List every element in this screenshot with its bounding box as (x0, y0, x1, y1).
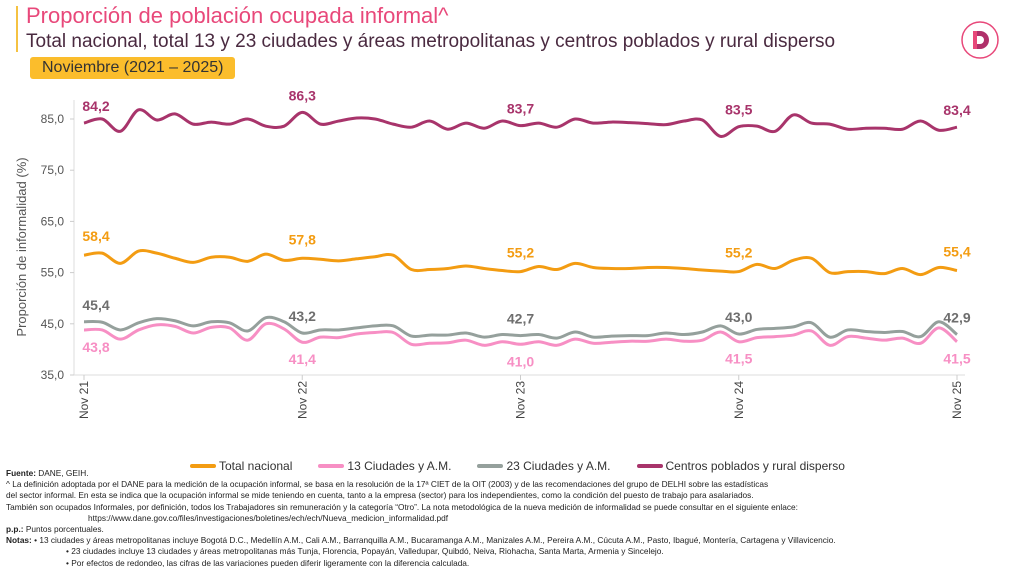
data-label: 43,8 (82, 339, 109, 355)
data-label: 55,4 (943, 244, 970, 260)
note-1: • 13 ciudades y áreas metropolitanas inc… (31, 535, 836, 546)
data-label: 84,2 (82, 98, 109, 114)
data-label: 55,2 (725, 245, 752, 261)
y-tick-label: 65,0 (41, 214, 65, 228)
title-accent-bar (16, 6, 18, 52)
legend-label: Centros poblados y rural disperso (665, 459, 845, 473)
legend-label: 13 Ciudades y A.M. (347, 459, 452, 473)
x-tick-label: Nov 22 (295, 381, 309, 419)
x-tick-label: Nov 21 (77, 381, 91, 419)
series-line-3 (83, 108, 958, 138)
source-label: Fuente: (6, 468, 36, 478)
definition-line-3: También son ocupados Informales, por def… (6, 501, 798, 512)
y-tick-label: 35,0 (41, 368, 65, 382)
note-3: • Por efectos de redondeo, las cifras de… (66, 557, 470, 568)
dane-logo-icon (961, 21, 999, 59)
data-label: 83,4 (943, 102, 970, 118)
data-label: 41,0 (507, 353, 534, 369)
legend-swatch (636, 464, 663, 468)
definition-line-2: del sector informal. En esta se indica q… (6, 490, 754, 501)
x-tick-label: Nov 23 (514, 381, 528, 419)
data-label: 45,4 (82, 297, 109, 313)
legend-item: Total nacional (190, 459, 292, 473)
legend: Total nacional 13 Ciudades y A.M. 23 Ciuda… (190, 459, 845, 473)
y-tick-label: 85,0 (41, 112, 65, 126)
legend-swatch (318, 464, 345, 468)
notes-label: Notas: (6, 535, 32, 546)
y-tick-label: 55,0 (41, 266, 65, 280)
data-label: 55,2 (507, 245, 534, 261)
legend-label: 23 Ciudades y A.M. (506, 459, 611, 473)
series-line-0 (83, 249, 958, 277)
legend-item: 13 Ciudades y A.M. (318, 459, 451, 473)
legend-item: Centros poblados y rural disperso (636, 459, 845, 473)
pp-text: Puntos porcentuales. (23, 524, 104, 535)
data-label: 42,9 (943, 310, 970, 326)
data-label: 41,4 (289, 351, 316, 367)
source-text: DANE, GEIH. (35, 468, 89, 478)
series-line-1 (83, 321, 958, 347)
line-chart: 35,0 45,0 55,0 65,0 75,0 85,0 Nov 21 Nov 22 Nov … (14, 87, 971, 419)
pp-label: p.p.: (6, 524, 24, 535)
x-tick-label: Nov 25 (950, 381, 964, 419)
data-label: 58,4 (82, 228, 109, 244)
definition-line-1: ^ La definición adoptada por el DANE par… (6, 479, 769, 490)
data-label: 42,7 (507, 311, 534, 327)
x-tick-label: Nov 24 (732, 381, 746, 419)
methodology-link[interactable]: https://www.dane.gov.co/files/investigac… (88, 512, 449, 523)
data-label: 41,5 (943, 351, 970, 367)
data-label: 43,0 (725, 309, 752, 325)
legend-swatch (477, 464, 504, 468)
data-label: 86,3 (289, 87, 316, 103)
data-label: 83,5 (725, 102, 752, 118)
y-tick-label: 75,0 (41, 163, 65, 177)
data-label: 41,5 (725, 351, 752, 367)
footnotes: Fuente: DANE, GEIH. ^ La definición adop… (6, 468, 1016, 569)
series-line-2 (83, 315, 958, 340)
legend-swatch (190, 464, 216, 468)
page-title: Proporción de población ocupada informal… (26, 3, 449, 28)
page-subtitle: Total nacional, total 13 y 23 ciudades y… (26, 31, 836, 52)
data-label: 83,7 (507, 101, 534, 117)
y-axis-label: Proporción de informalidad (%) (14, 157, 29, 336)
legend-item: 23 Ciudades y A.M. (477, 459, 611, 473)
y-tick-label: 45,0 (41, 317, 65, 331)
note-2: • 23 ciudades incluye 13 ciudades y área… (66, 546, 664, 557)
legend-label: Total nacional (219, 459, 293, 473)
data-label: 43,2 (289, 308, 316, 324)
data-label: 57,8 (289, 231, 316, 247)
period-badge: Noviembre (2021 – 2025) (30, 57, 236, 79)
